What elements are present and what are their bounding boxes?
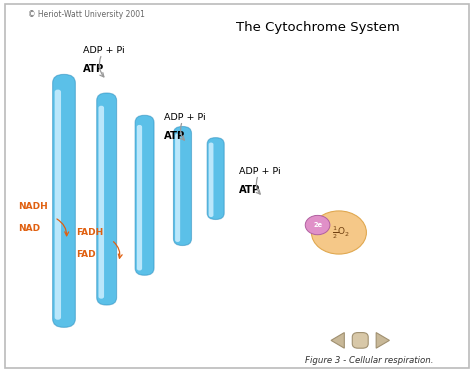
FancyBboxPatch shape bbox=[55, 90, 61, 320]
FancyBboxPatch shape bbox=[135, 115, 154, 275]
FancyBboxPatch shape bbox=[99, 106, 104, 299]
Text: ADP + Pi: ADP + Pi bbox=[164, 113, 205, 122]
FancyBboxPatch shape bbox=[209, 142, 213, 217]
FancyArrowPatch shape bbox=[113, 242, 122, 258]
Text: © Heriot-Watt University 2001: © Heriot-Watt University 2001 bbox=[28, 10, 146, 19]
FancyBboxPatch shape bbox=[53, 74, 75, 327]
FancyBboxPatch shape bbox=[173, 126, 191, 246]
Text: ADP + Pi: ADP + Pi bbox=[239, 167, 281, 176]
Text: FADH: FADH bbox=[76, 228, 103, 237]
FancyBboxPatch shape bbox=[5, 4, 469, 368]
FancyArrowPatch shape bbox=[99, 57, 104, 77]
Circle shape bbox=[305, 215, 330, 235]
Text: 2e: 2e bbox=[313, 222, 322, 228]
Text: NAD: NAD bbox=[18, 224, 40, 233]
Text: ADP + Pi: ADP + Pi bbox=[83, 46, 125, 55]
Text: ATP: ATP bbox=[83, 64, 104, 74]
Text: The Cytochrome System: The Cytochrome System bbox=[236, 22, 400, 34]
FancyArrowPatch shape bbox=[256, 177, 260, 194]
FancyBboxPatch shape bbox=[137, 125, 142, 270]
FancyBboxPatch shape bbox=[175, 134, 180, 242]
Text: NADH: NADH bbox=[18, 202, 48, 211]
Text: $\frac{1}{2}$O$_2$: $\frac{1}{2}$O$_2$ bbox=[332, 224, 350, 241]
Polygon shape bbox=[331, 333, 344, 348]
Text: Figure 3 - Cellular respiration.: Figure 3 - Cellular respiration. bbox=[305, 356, 434, 365]
FancyArrowPatch shape bbox=[181, 124, 184, 140]
FancyArrowPatch shape bbox=[57, 219, 69, 236]
FancyBboxPatch shape bbox=[352, 333, 368, 348]
FancyBboxPatch shape bbox=[97, 93, 117, 305]
Text: ATP: ATP bbox=[164, 131, 185, 141]
Polygon shape bbox=[376, 333, 390, 348]
FancyBboxPatch shape bbox=[207, 138, 224, 219]
Text: ATP: ATP bbox=[239, 185, 261, 195]
Text: FAD: FAD bbox=[76, 250, 95, 259]
Circle shape bbox=[311, 211, 366, 254]
